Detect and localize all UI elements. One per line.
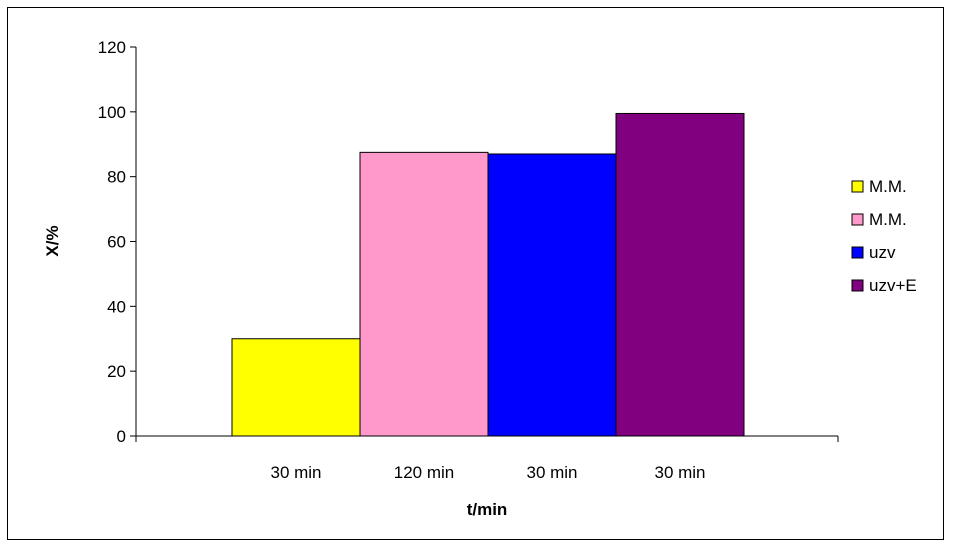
y-tick-label: 80 <box>107 168 126 187</box>
bar-m-m-0 <box>231 338 361 437</box>
x-axis <box>135 435 839 442</box>
x-tick-label: 30 min <box>654 463 705 482</box>
x-tick-labels: 30 min 120 min 30 min 30 min <box>270 463 705 482</box>
y-tick-label: 60 <box>107 233 126 252</box>
x-tick-label: 120 min <box>394 463 454 482</box>
y-axis-title: X/% <box>43 225 62 256</box>
bars <box>231 112 745 437</box>
bar-m-m-1 <box>359 151 489 437</box>
x-tick-label: 30 min <box>270 463 321 482</box>
y-tick-label: 120 <box>98 38 126 57</box>
legend-swatch <box>851 279 864 292</box>
legend-label: M.M. <box>869 177 907 196</box>
bar-uzv-2 <box>487 153 617 437</box>
legend-swatch <box>851 180 864 193</box>
x-axis-title: t/min <box>467 500 508 519</box>
legend-label: uzv <box>869 243 896 262</box>
y-tick-label: 100 <box>98 103 126 122</box>
bar-uzv-e-3 <box>615 112 745 437</box>
y-tick-label: 0 <box>117 427 126 446</box>
legend: M.M. M.M. uzv uzv+E <box>851 177 917 295</box>
legend-swatch <box>851 213 864 226</box>
legend-label: uzv+E <box>869 276 917 295</box>
legend-label: M.M. <box>869 210 907 229</box>
legend-swatch <box>851 246 864 259</box>
y-tick-label: 40 <box>107 297 126 316</box>
x-tick-label: 30 min <box>526 463 577 482</box>
y-axis: 0 20 40 60 80 100 120 <box>98 38 137 446</box>
y-tick-label: 20 <box>107 362 126 381</box>
